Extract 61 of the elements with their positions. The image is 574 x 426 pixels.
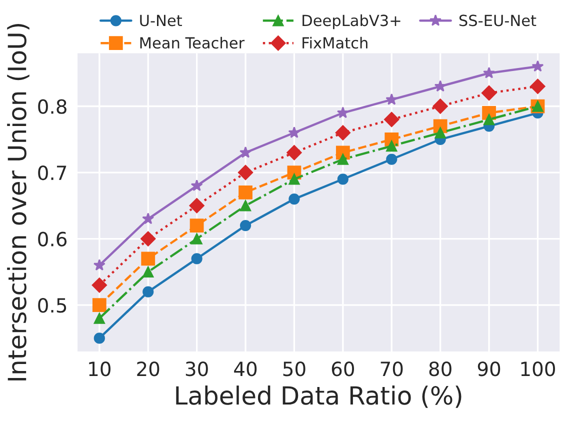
point — [240, 146, 252, 158]
x-tick-label: 50 — [283, 362, 306, 376]
point — [191, 233, 202, 244]
point — [92, 298, 106, 312]
point — [190, 180, 203, 191]
x-tick-label: 80 — [429, 362, 452, 376]
point — [530, 78, 546, 94]
point — [386, 154, 398, 165]
point — [532, 60, 544, 72]
point — [238, 185, 252, 200]
point — [140, 231, 156, 246]
point — [189, 198, 204, 214]
point — [142, 266, 154, 278]
x-axis-title: Labeled Data Ratio (%) — [176, 386, 462, 408]
x-tick-label: 10 — [89, 362, 110, 376]
legend-label: FixMatch — [302, 36, 368, 49]
point — [94, 332, 105, 344]
x-tick-label: 60 — [332, 362, 354, 376]
point — [337, 154, 348, 165]
point — [483, 66, 496, 78]
point — [240, 200, 252, 212]
point — [432, 98, 448, 114]
point — [240, 220, 252, 232]
point — [191, 253, 202, 264]
point — [336, 106, 349, 118]
point — [481, 85, 497, 101]
point — [288, 193, 300, 205]
point — [434, 127, 446, 138]
legend-label: U-Net — [140, 14, 182, 26]
point — [288, 126, 300, 138]
y-tick-label: 0.5 — [38, 298, 66, 313]
point — [142, 212, 154, 224]
x-tick-label: 100 — [521, 362, 555, 376]
x-tick-label: 90 — [478, 362, 500, 376]
point — [142, 286, 154, 298]
x-tick-label: 30 — [186, 362, 208, 376]
point — [386, 93, 398, 105]
x-tick-label: 70 — [380, 362, 403, 376]
point — [94, 312, 105, 324]
point — [92, 278, 107, 293]
y-tick-label: 0.8 — [38, 99, 66, 114]
point — [335, 125, 350, 140]
point — [386, 140, 398, 152]
legend-label: DeepLabV3+ — [302, 14, 400, 30]
point — [141, 252, 156, 266]
x-tick-label: 20 — [137, 362, 160, 376]
point — [384, 112, 400, 128]
point — [286, 145, 302, 160]
point — [434, 80, 446, 92]
point — [190, 218, 204, 232]
legend-label: Mean Teacher — [140, 36, 245, 49]
y-tick-label: 0.6 — [38, 232, 67, 246]
point — [93, 259, 106, 270]
legend-label: SS-EU-Net — [459, 14, 536, 26]
y-axis-title: Intersection over Union (IoU) — [7, 24, 30, 380]
point — [337, 174, 348, 185]
point — [288, 174, 300, 185]
x-tick-label: 40 — [234, 362, 257, 376]
point — [238, 164, 254, 180]
y-tick-label: 0.7 — [38, 165, 66, 180]
point — [483, 114, 495, 126]
